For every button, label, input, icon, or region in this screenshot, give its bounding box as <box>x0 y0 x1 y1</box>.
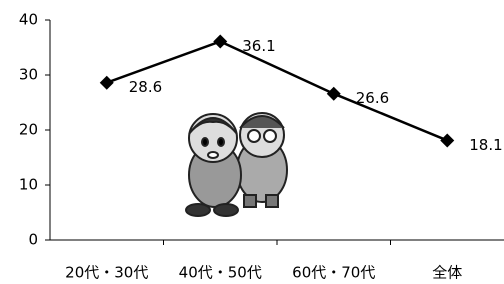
value-label: 18.1 <box>469 136 502 154</box>
marker <box>440 133 454 147</box>
value-label: 28.6 <box>129 78 162 96</box>
illustration <box>186 113 287 216</box>
x-tick-label: 20代・30代 <box>65 264 148 282</box>
y-tick-label: 10 <box>19 176 38 194</box>
y-tick-label: 0 <box>28 231 38 249</box>
marker <box>327 87 341 101</box>
chart: 0 10 20 30 40 20代・30代 40代・50代 60代・70代 全体 28.6 36.1… <box>0 0 504 284</box>
y-tick-label: 30 <box>19 66 38 84</box>
marker <box>100 76 114 90</box>
value-label: 26.6 <box>356 89 389 107</box>
value-label: 36.1 <box>242 37 275 55</box>
x-tick-label: 40代・50代 <box>179 264 262 282</box>
marker <box>213 34 227 48</box>
y-tick-label: 40 <box>19 11 38 29</box>
y-tick-label: 20 <box>19 121 38 139</box>
x-tick-label: 全体 <box>432 264 462 282</box>
x-tick-label: 60代・70代 <box>292 264 375 282</box>
